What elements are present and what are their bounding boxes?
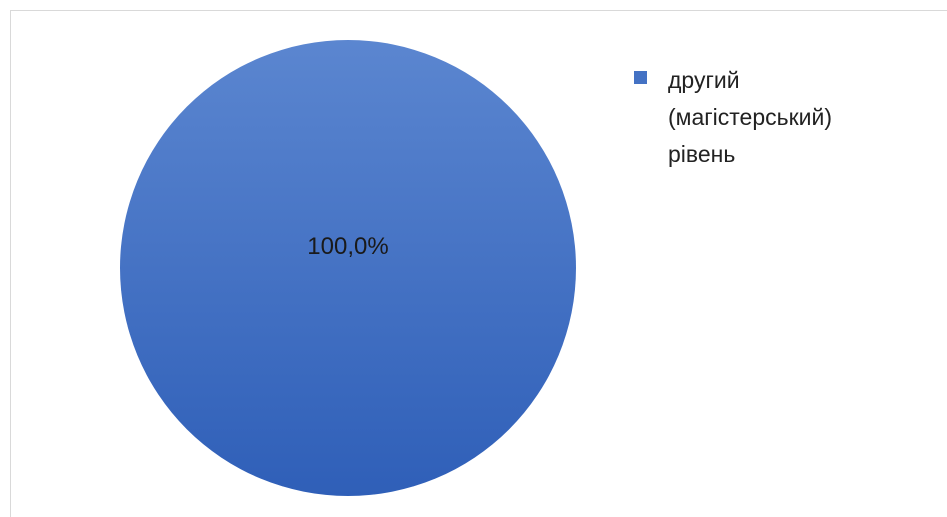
legend-swatch	[634, 71, 647, 84]
slice-label-0: 100,0%	[307, 233, 388, 260]
legend-label: другий (магістерський) рівень	[668, 67, 833, 167]
pie-slice-0	[120, 40, 576, 496]
legend: другий (магістерський) рівень	[634, 62, 894, 173]
legend-item: другий (магістерський) рівень	[634, 62, 894, 173]
